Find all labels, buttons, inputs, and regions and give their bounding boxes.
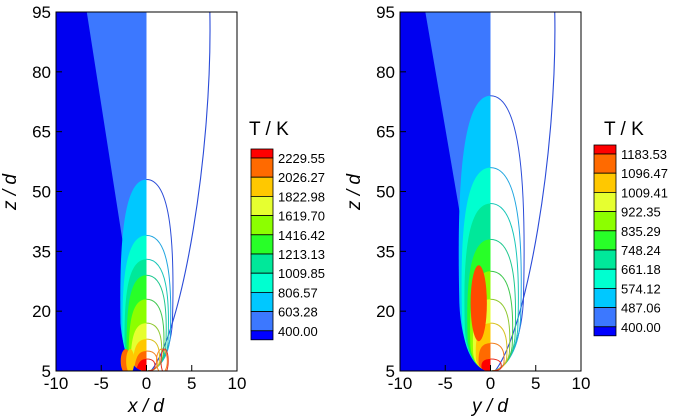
colorbar-swatch xyxy=(593,268,617,289)
y-tick-label: 95 xyxy=(376,3,395,22)
right-colorbar: T / K 1183.53 1096.47 1009.41 922.35 835.29 7… xyxy=(593,119,668,337)
y-tick-label: 80 xyxy=(376,63,395,82)
colorbar-swatch xyxy=(593,230,617,251)
colorbar-level-label: 1619.70 xyxy=(278,209,325,224)
left-colorbar: T / K 2229.55 2026.27 1822.98 1619.70 1416.4… xyxy=(249,119,325,341)
colorbar-swatch xyxy=(593,287,617,308)
x-tick-label: 5 xyxy=(187,374,196,393)
x-tick-label: 10 xyxy=(228,374,247,393)
x-tick-label: 5 xyxy=(531,374,540,393)
colorbar-level-label: 748.24 xyxy=(621,243,661,258)
y-tick-label: 5 xyxy=(386,362,395,381)
y-tick-label: 20 xyxy=(376,302,395,321)
x-tick-label: -5 xyxy=(94,374,109,393)
colorbar-level-label: 1416.42 xyxy=(278,228,325,243)
x-tick-label: -10 xyxy=(388,374,413,393)
right-blank-half xyxy=(490,12,581,371)
colorbar-level-label: 1096.47 xyxy=(621,166,668,181)
colorbar-level-label: 1213.13 xyxy=(278,247,325,262)
right-fill-band xyxy=(481,359,491,371)
colorbar-swatch xyxy=(250,234,274,255)
colorbar-swatch xyxy=(250,176,274,197)
colorbar-swatch xyxy=(593,191,617,212)
right-hot-core xyxy=(470,265,487,342)
colorbar-swatch xyxy=(593,144,617,155)
y-tick-label: 20 xyxy=(32,302,51,321)
colorbar-level-label: 806.57 xyxy=(278,285,318,300)
right-colorbar-title: T / K xyxy=(604,119,644,140)
y-tick-label: 80 xyxy=(32,63,51,82)
colorbar-level-label: 2229.55 xyxy=(278,151,325,166)
right-contour-lines xyxy=(490,12,556,371)
right-x-axis-label: y / d xyxy=(470,396,509,417)
colorbar-swatch xyxy=(593,153,617,174)
colorbar-level-label: 487.06 xyxy=(621,301,661,316)
left-nozzle-contour xyxy=(160,348,169,371)
colorbar-swatch xyxy=(250,215,274,236)
left-colorbar-title: T / K xyxy=(249,119,289,140)
colorbar-swatch xyxy=(250,148,274,159)
y-tick-label: 5 xyxy=(42,362,51,381)
colorbar-swatch xyxy=(250,195,274,216)
right-y-axis-label: z / d xyxy=(344,173,365,211)
colorbar-level-label: 400.00 xyxy=(621,320,661,335)
left-x-axis-label: x / d xyxy=(127,396,165,417)
x-tick-label: -10 xyxy=(44,374,69,393)
left-nozzle-contour xyxy=(155,348,168,371)
colorbar-swatch xyxy=(593,249,617,270)
x-tick-label: 0 xyxy=(142,374,151,393)
colorbar-swatch xyxy=(250,291,274,312)
colorbar-swatch xyxy=(250,253,274,274)
left-contour-panel: -10 -5 0 5 10 5 20 35 50 65 80 95 x / d z / d T / K… xyxy=(0,3,325,417)
colorbar-swatch xyxy=(250,272,274,293)
colorbar-level-label: 661.18 xyxy=(621,262,661,277)
colorbar-level-label: 1009.41 xyxy=(621,185,668,200)
colorbar-swatch xyxy=(250,311,274,332)
left-fill-band xyxy=(136,359,147,371)
y-tick-label: 95 xyxy=(32,3,51,22)
colorbar-level-label: 922.35 xyxy=(621,205,661,220)
x-tick-label: 10 xyxy=(572,374,591,393)
colorbar-swatch xyxy=(593,172,617,193)
left-y-axis-label: z / d xyxy=(0,173,21,211)
colorbar-swatch xyxy=(250,157,274,178)
colorbar-swatch xyxy=(250,330,274,341)
left-contour-lines xyxy=(146,12,211,371)
right-boundary-contour xyxy=(494,12,556,371)
y-tick-label: 35 xyxy=(32,242,51,261)
colorbar-level-label: 574.12 xyxy=(621,281,661,296)
colorbar-level-label: 603.28 xyxy=(278,305,318,320)
y-tick-label: 65 xyxy=(376,123,395,142)
left-hot-spot xyxy=(126,349,135,371)
colorbar-level-label: 2026.27 xyxy=(278,170,325,185)
colorbar-level-label: 1009.85 xyxy=(278,266,325,281)
x-tick-label: -5 xyxy=(438,374,453,393)
colorbar-level-label: 1183.53 xyxy=(621,147,667,162)
colorbar-swatch xyxy=(593,326,617,337)
y-tick-label: 50 xyxy=(376,183,395,202)
right-contour-panel: -10 -5 0 5 10 5 20 35 50 65 80 95 y / d z / d T / K… xyxy=(344,3,668,417)
y-tick-label: 50 xyxy=(32,183,51,202)
colorbar-level-label: 835.29 xyxy=(621,224,661,239)
colorbar-level-label: 1822.98 xyxy=(278,189,325,204)
colorbar-swatch xyxy=(593,307,617,328)
y-tick-label: 35 xyxy=(376,242,395,261)
colorbar-level-label: 400.00 xyxy=(278,324,318,339)
colorbar-swatch xyxy=(593,211,617,232)
left-blank-half xyxy=(146,12,237,371)
y-tick-label: 65 xyxy=(32,123,51,142)
x-tick-label: 0 xyxy=(486,374,495,393)
